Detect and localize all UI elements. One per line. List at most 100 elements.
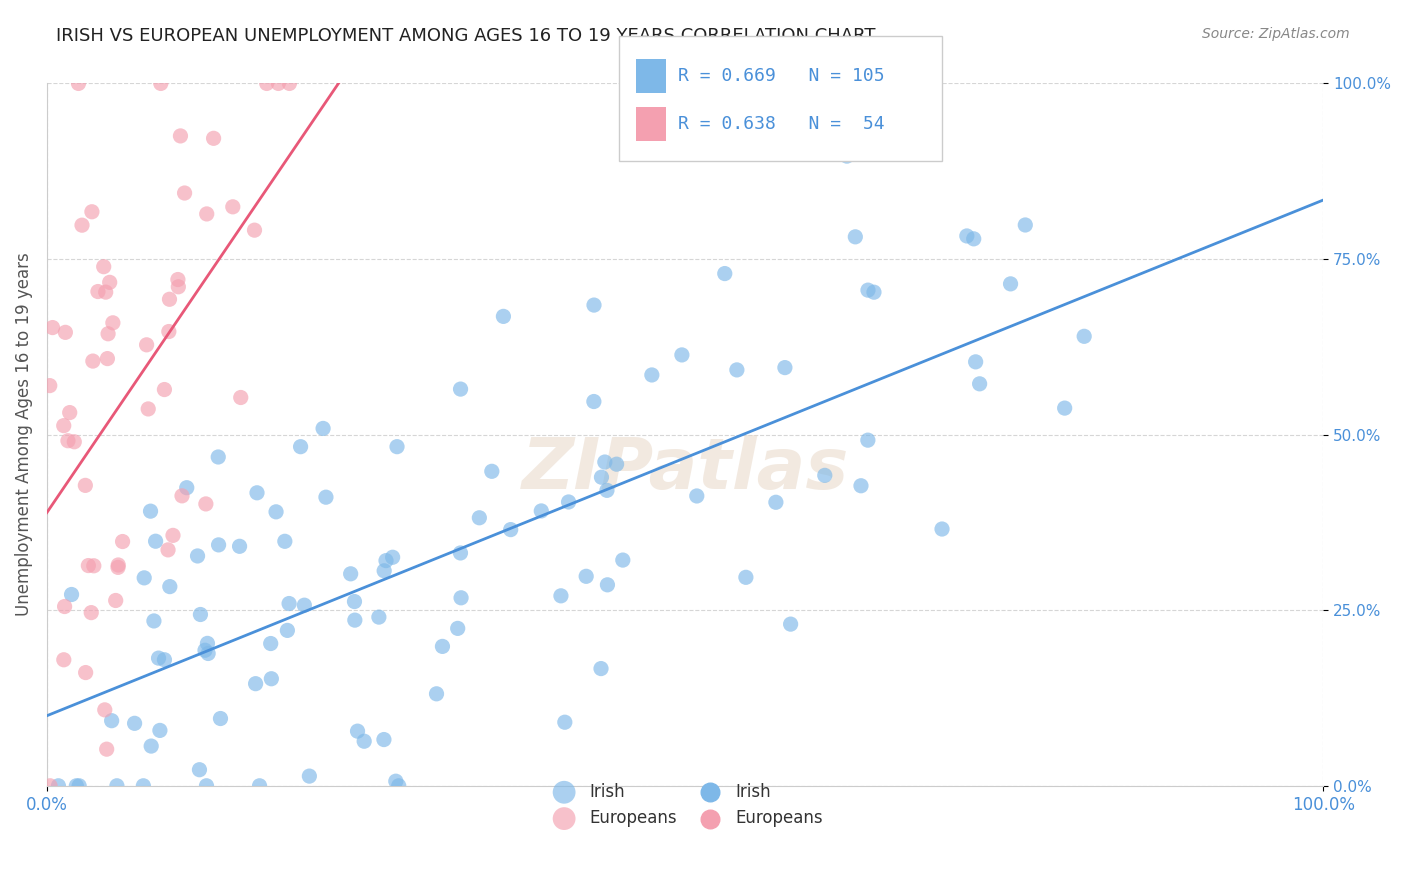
Europeans	[93, 260, 115, 274]
Irish	[1073, 329, 1095, 343]
Europeans	[111, 534, 134, 549]
Irish	[814, 468, 837, 483]
Irish	[246, 485, 269, 500]
Europeans	[70, 218, 93, 232]
Irish	[228, 539, 250, 553]
Irish	[589, 662, 612, 676]
Europeans	[56, 434, 79, 448]
Irish	[641, 368, 664, 382]
Europeans	[173, 186, 195, 200]
Irish	[124, 716, 146, 731]
Irish	[346, 724, 368, 739]
Irish	[481, 464, 503, 478]
Europeans	[195, 207, 218, 221]
Irish	[835, 149, 858, 163]
Europeans	[80, 204, 103, 219]
Irish	[60, 587, 83, 601]
Irish	[773, 360, 796, 375]
Europeans	[229, 391, 252, 405]
Europeans	[101, 316, 124, 330]
Irish	[963, 232, 986, 246]
Europeans	[75, 665, 97, 680]
Europeans	[136, 401, 159, 416]
Irish	[863, 285, 886, 300]
Europeans	[256, 77, 278, 91]
Europeans	[38, 378, 60, 392]
Irish	[141, 739, 163, 753]
Irish	[188, 763, 211, 777]
Europeans	[96, 351, 118, 366]
Irish	[492, 310, 515, 324]
Irish	[194, 643, 217, 657]
Irish	[468, 510, 491, 524]
Irish	[274, 534, 297, 549]
Irish	[145, 534, 167, 549]
Irish	[245, 676, 267, 690]
Irish	[1053, 401, 1076, 416]
Irish	[557, 495, 579, 509]
Irish	[353, 734, 375, 748]
Irish	[593, 455, 616, 469]
Europeans	[153, 383, 176, 397]
Irish	[339, 566, 361, 581]
Irish	[575, 569, 598, 583]
Irish	[105, 779, 128, 793]
Irish	[48, 779, 70, 793]
Irish	[381, 550, 404, 565]
Irish	[425, 687, 447, 701]
Europeans	[53, 326, 76, 340]
Irish	[176, 481, 198, 495]
Europeans	[278, 77, 301, 91]
Europeans	[107, 558, 129, 572]
Text: ZIPatlas: ZIPatlas	[522, 435, 849, 504]
Europeans	[94, 285, 117, 299]
Irish	[1014, 218, 1036, 232]
Irish	[134, 571, 156, 585]
Irish	[956, 229, 979, 244]
Europeans	[94, 703, 117, 717]
Irish	[149, 723, 172, 738]
Irish	[343, 613, 366, 627]
Irish	[671, 348, 693, 362]
Irish	[844, 229, 866, 244]
Irish	[550, 589, 572, 603]
Europeans	[243, 223, 266, 237]
Text: R = 0.669   N = 105: R = 0.669 N = 105	[678, 67, 884, 85]
Irish	[432, 640, 454, 654]
Irish	[582, 394, 605, 409]
Europeans	[222, 200, 245, 214]
Text: R = 0.638   N =  54: R = 0.638 N = 54	[678, 115, 884, 133]
Text: IRISH VS EUROPEAN UNEMPLOYMENT AMONG AGES 16 TO 19 YEARS CORRELATION CHART: IRISH VS EUROPEAN UNEMPLOYMENT AMONG AGE…	[56, 27, 876, 45]
Europeans	[157, 325, 180, 339]
Irish	[249, 779, 271, 793]
Irish	[596, 483, 619, 498]
Europeans	[39, 779, 62, 793]
Irish	[190, 607, 212, 622]
Europeans	[97, 326, 120, 341]
Irish	[931, 522, 953, 536]
Irish	[856, 433, 879, 447]
Irish	[779, 617, 801, 632]
Europeans	[96, 742, 118, 756]
Text: Source: ZipAtlas.com: Source: ZipAtlas.com	[1202, 27, 1350, 41]
Irish	[686, 489, 709, 503]
Irish	[765, 495, 787, 509]
Irish	[67, 779, 90, 793]
Europeans	[52, 418, 75, 433]
Irish	[209, 712, 232, 726]
Europeans	[77, 558, 100, 573]
Irish	[856, 283, 879, 297]
Europeans	[52, 653, 75, 667]
Irish	[264, 505, 287, 519]
Irish	[450, 546, 472, 560]
Irish	[450, 591, 472, 605]
Europeans	[67, 77, 90, 91]
Irish	[582, 298, 605, 312]
Irish	[148, 651, 170, 665]
Irish	[100, 714, 122, 728]
Legend: Irish, Europeans, Irish, Europeans: Irish, Europeans, Irish, Europeans	[541, 776, 830, 834]
Irish	[849, 479, 872, 493]
Irish	[197, 636, 219, 650]
Europeans	[63, 434, 86, 449]
Y-axis label: Unemployment Among Ages 16 to 19 years: Unemployment Among Ages 16 to 19 years	[15, 252, 32, 616]
